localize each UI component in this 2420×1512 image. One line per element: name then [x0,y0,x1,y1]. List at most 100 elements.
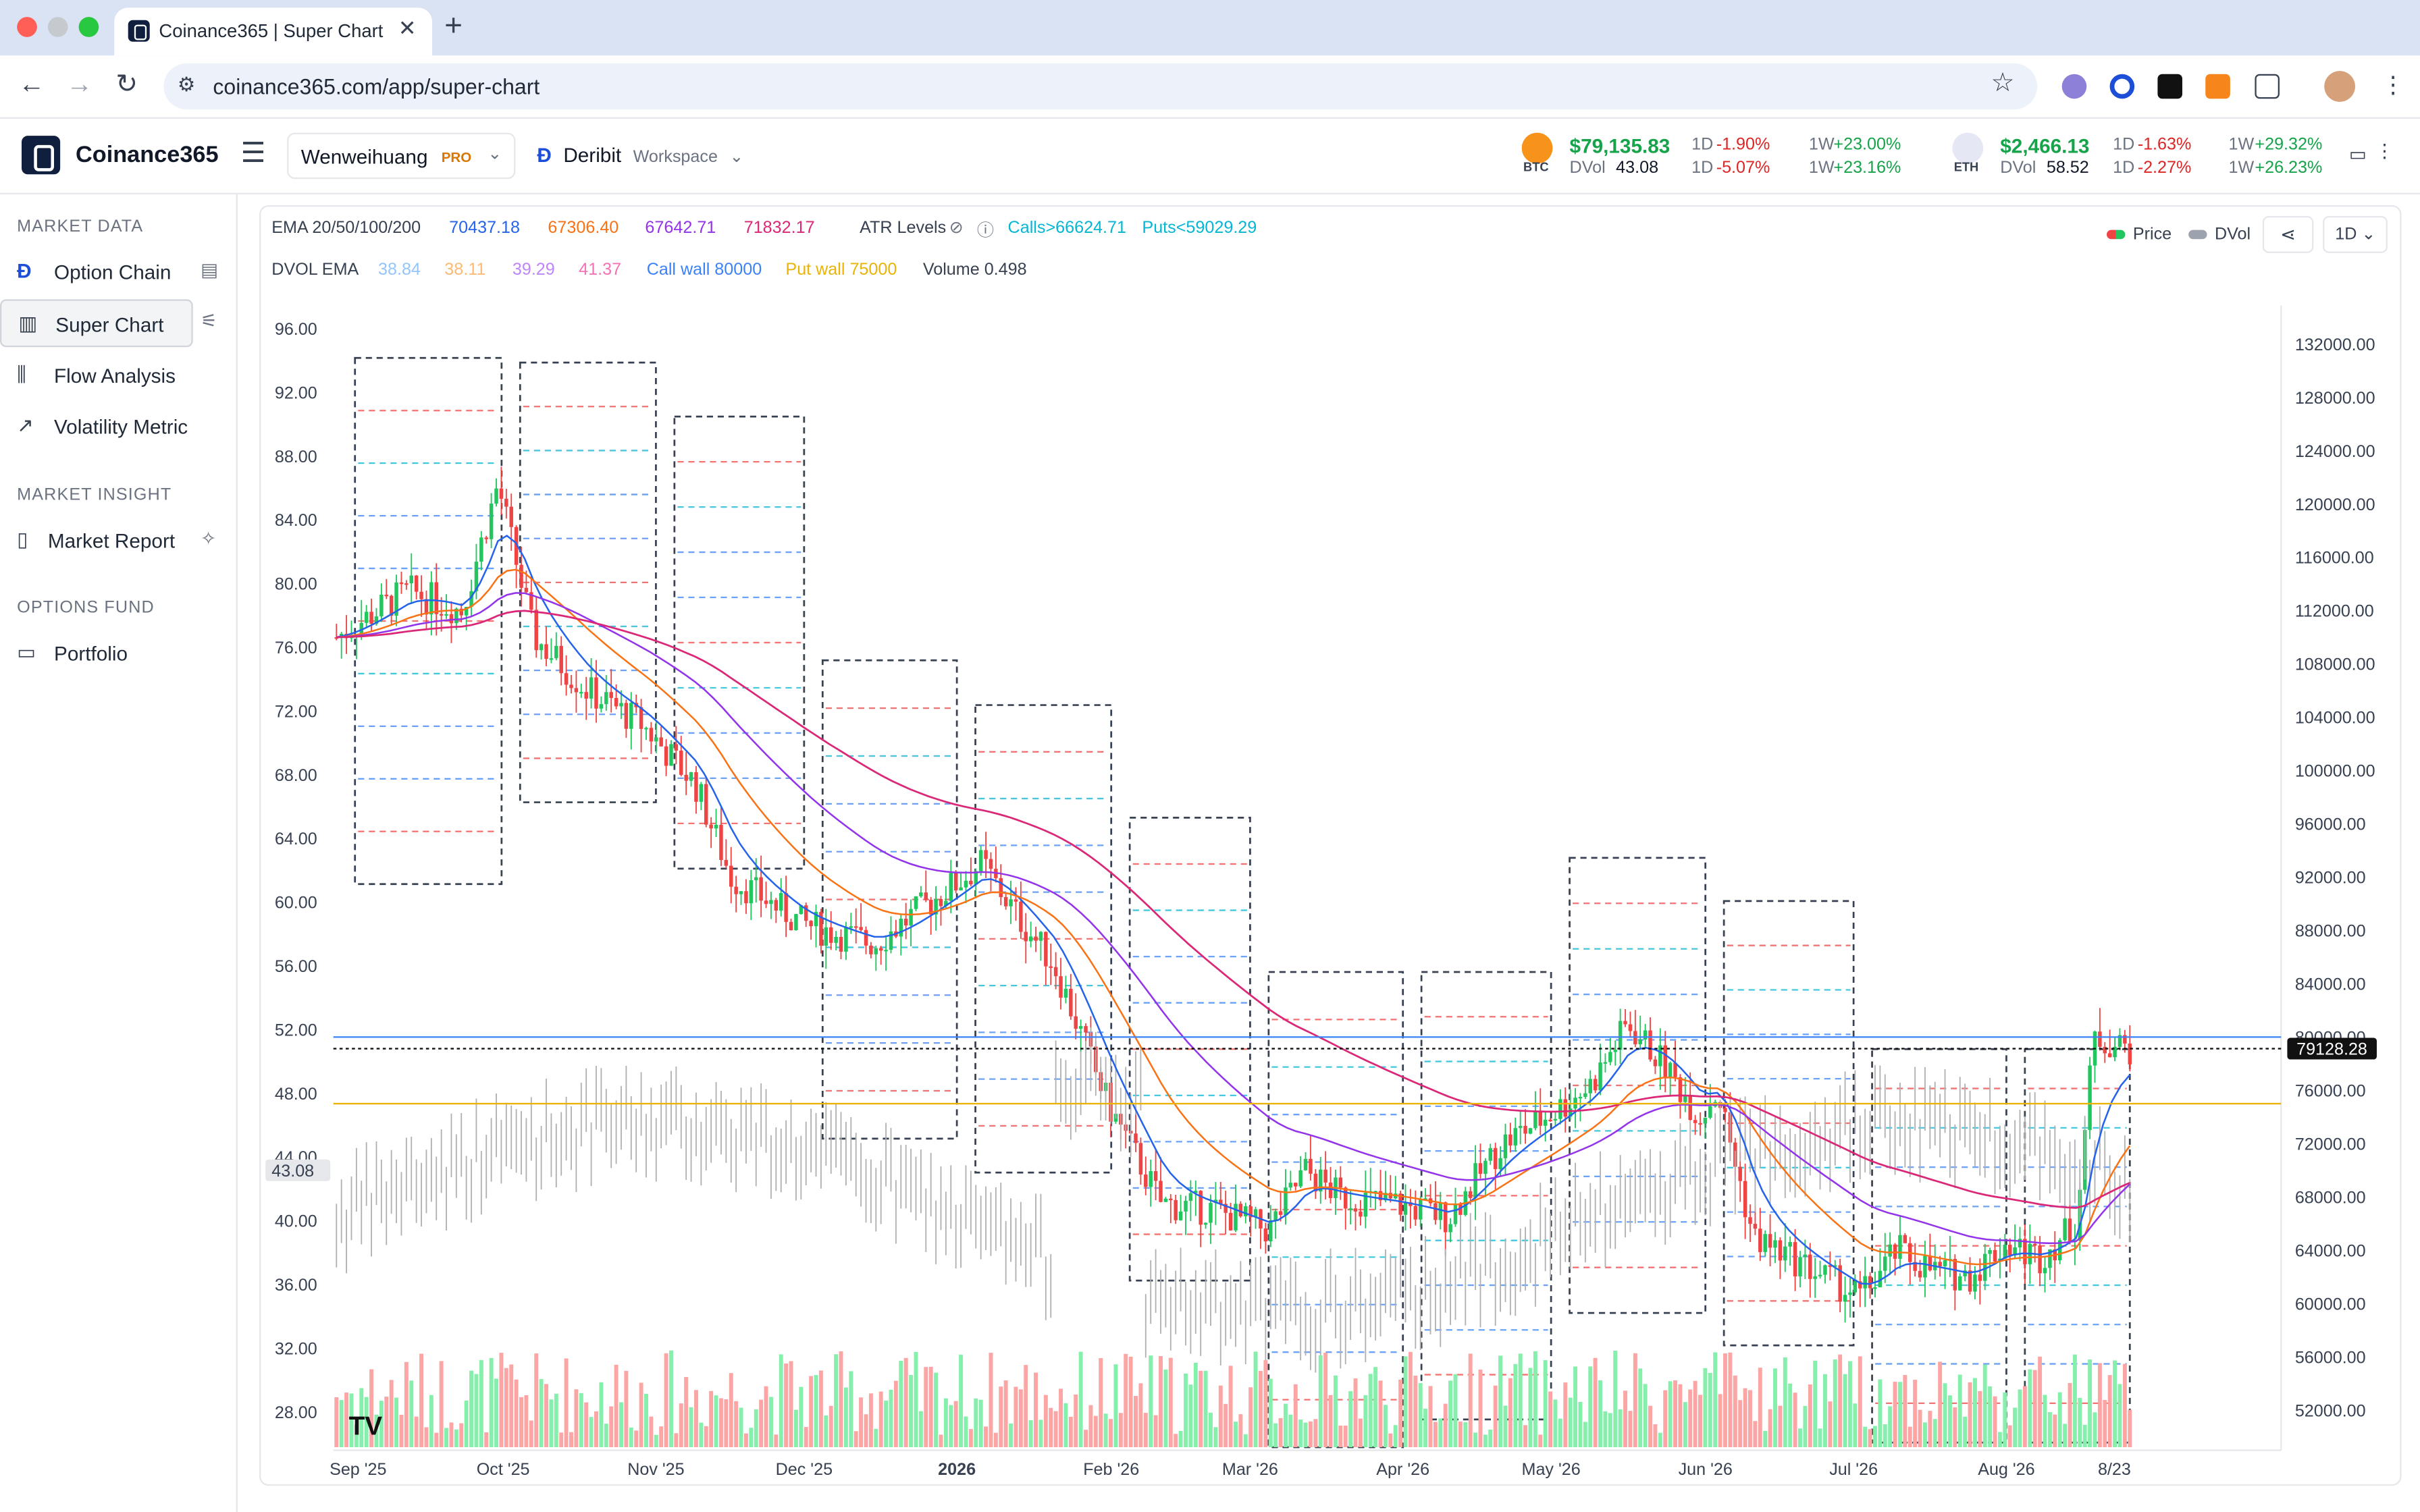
volume-bar [449,1422,454,1447]
volume-bar [659,1426,664,1447]
btc-1d-label: 1D [1691,136,1714,155]
left-axis-tick: 40.00 [275,1212,317,1231]
volume-bar [1209,1412,1213,1447]
interval-selector[interactable]: 1D ⌄ [2322,215,2388,253]
volume-bar [1718,1394,1722,1447]
sidebar-item-option-chain[interactable]: Đ Option Chain ▤ [0,248,234,296]
price-candle [1623,1021,1627,1025]
close-window-icon[interactable] [17,17,37,37]
price-candle [749,880,754,904]
settings-sliders-icon[interactable]: ⚟ [201,310,217,332]
extension-grid-icon[interactable] [2157,74,2182,99]
volume-bar [1997,1432,2002,1447]
price-candle [404,583,409,585]
extension-cloud-icon[interactable] [2061,74,2087,99]
x-axis-tick: Oct '25 [477,1460,530,1479]
wallet-icon[interactable]: ▭ [2348,143,2367,165]
volume-bar [749,1428,754,1447]
price-candle [754,877,758,881]
price-candle [999,878,1003,898]
volume-bar [1238,1414,1243,1447]
price-candle [1009,899,1013,907]
extensions-puzzle-icon[interactable] [2255,74,2280,99]
site-settings-icon[interactable]: ⚙ [177,72,196,96]
price-candle [1159,1181,1163,1202]
volume-bar [893,1380,898,1447]
minimize-window-icon[interactable] [47,17,68,37]
volume-bar [2107,1375,2112,1447]
eth-dvol-1w-label: 1W [2228,159,2255,178]
volume-bar [554,1393,558,1447]
volume-bar [369,1369,374,1447]
share-icon[interactable]: ⋖ [2262,215,2314,253]
volume-bar [1053,1411,1058,1447]
user-selector[interactable]: Wenweihuang PRO ⌄ [287,132,516,180]
browser-menu-icon[interactable]: ⋮ [2381,72,2405,99]
more-icon[interactable]: ⋮ [2375,140,2394,162]
price-candle [809,921,813,927]
coinance-logo-icon[interactable] [21,136,61,175]
price-candle [684,774,688,781]
volume-bar [1074,1394,1078,1447]
address-bar[interactable]: ⚙ coinance365.com/app/super-chart ☆ [163,63,2038,110]
bookmark-star-icon[interactable]: ☆ [1991,68,2015,97]
plot-area[interactable]: 96.00 92.00 88.00 84.00 80.00 76.00 72.00 68.00… [265,305,2377,1480]
price-candle [1698,1123,1702,1125]
eye-off-icon[interactable]: ⊘ [949,219,964,238]
browser-tab[interactable]: Coinance365 | Super Chart ✕ [114,7,432,56]
forward-icon[interactable]: → [66,69,93,99]
section-options-fund: OPTIONS FUND [17,598,155,618]
volume-bar [1458,1422,1463,1447]
back-icon[interactable]: ← [18,69,45,99]
sidebar-item-portfolio[interactable]: ▭ Portfolio [0,630,234,678]
volume-bar [1403,1356,1408,1447]
current-price-label: 79128.28 [2296,1040,2367,1059]
price-toggle[interactable]: Price [2106,223,2187,248]
profile-avatar[interactable] [2324,71,2355,102]
volume-bar [1808,1384,1812,1447]
puts-level: Puts<59029.29 [1142,219,1257,238]
help-icon[interactable]: ⓘ [976,222,994,241]
price-candle [769,900,773,905]
reload-icon[interactable]: ↻ [115,69,138,99]
metamask-icon[interactable] [2205,74,2230,99]
price-candle [974,871,978,885]
price-candle [789,921,793,931]
volume-bar [1878,1379,1883,1447]
volume-bar [903,1357,908,1447]
chevron-down-icon: ⌄ [729,148,744,167]
volume-bar [1628,1411,1633,1447]
sidebar-item-flow-analysis[interactable]: ⫼ Flow Analysis [0,352,234,400]
right-axis-tick: 88000.00 [2295,922,2366,941]
volume-bar [1568,1397,1573,1447]
close-tab-icon[interactable]: ✕ [398,15,417,40]
maximize-window-icon[interactable] [78,17,99,37]
volume-bar [499,1353,504,1447]
menu-icon[interactable]: ☰ [240,137,266,169]
workspace-selector[interactable]: Đ Deribit Workspace ⌄ [537,144,743,167]
volume-bar [689,1407,693,1447]
price-candle [1044,932,1048,967]
volume-bar [2013,1407,2018,1447]
volume-bar [1443,1403,1448,1447]
dvol-toggle[interactable]: DVol [2188,223,2265,248]
price-candle [1403,1202,1408,1215]
volume-bar [539,1379,544,1447]
sidebar-item-market-report[interactable]: ▯ Market Report ✧ [0,517,234,565]
right-axis-tick: 92000.00 [2295,869,2366,888]
extension-circle-icon[interactable] [2109,74,2135,99]
atr-levels-label[interactable]: ATR Levels [860,219,947,238]
price-candle [794,914,798,931]
volume-bar [1323,1352,1328,1447]
price-candle [679,750,683,775]
price-candle [599,704,604,709]
sparkle-icon[interactable]: ✧ [201,527,217,549]
clipboard-icon[interactable]: ▤ [201,259,219,281]
volume-bar [1833,1359,1837,1447]
sidebar-item-volatility-metric[interactable]: ↗ Volatility Metric [0,403,234,451]
price-candle [549,658,554,660]
sidebar-item-super-chart[interactable]: ▥ Super Chart [0,299,193,348]
price-candle [619,703,623,707]
new-tab-icon[interactable]: + [444,9,463,43]
